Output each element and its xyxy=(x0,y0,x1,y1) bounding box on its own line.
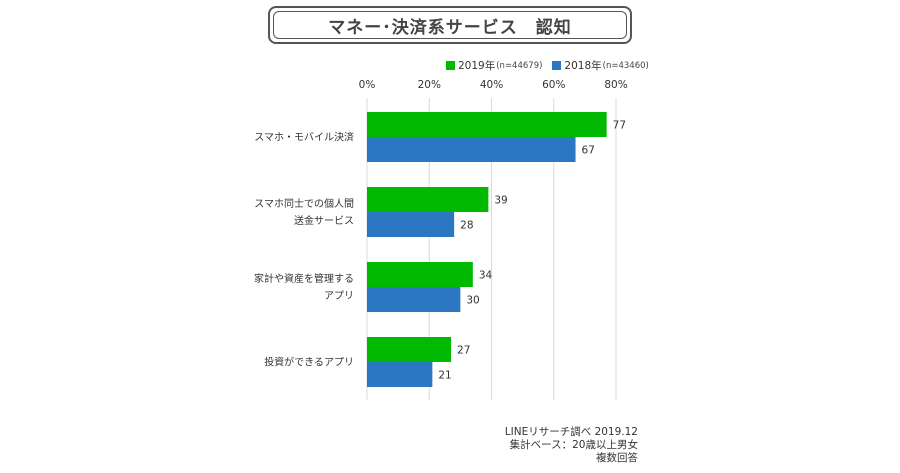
bar xyxy=(367,212,455,237)
legend-note-2018: (n=43460) xyxy=(602,60,649,71)
legend-item-2019: 2019年 (n=44679) xyxy=(446,58,542,73)
bar xyxy=(367,287,461,312)
bar-value-label: 67 xyxy=(582,145,595,157)
legend: 2019年 (n=44679) 2018年 (n=43460) xyxy=(446,58,659,73)
bar-value-label: 28 xyxy=(460,220,473,232)
bar xyxy=(367,112,607,137)
source-line-3: 複数回答 xyxy=(596,452,638,464)
legend-swatch-2019 xyxy=(446,61,455,70)
source-line-1: LINEリサーチ調べ 2019.12 xyxy=(504,426,638,438)
bar xyxy=(367,337,452,362)
legend-note-2019: (n=44679) xyxy=(496,60,543,71)
bar xyxy=(367,187,489,212)
bar-value-label: 77 xyxy=(613,120,626,132)
x-tick-label: 20% xyxy=(418,79,441,91)
category-label: スマホ・モバイル決済 xyxy=(254,131,354,144)
source-note: LINEリサーチ調べ 2019.12 集計ベース：20歳以上男女 複数回答 xyxy=(505,426,638,465)
bar xyxy=(367,137,576,162)
category-label: 送金サービス xyxy=(294,214,354,227)
bar-value-label: 21 xyxy=(438,370,451,382)
x-tick-label: 60% xyxy=(542,79,565,91)
bar-value-label: 34 xyxy=(479,270,493,282)
legend-swatch-2018 xyxy=(552,61,562,70)
category-label: 家計や資産を管理する xyxy=(254,272,354,285)
bar xyxy=(367,362,433,387)
bar-value-label: 39 xyxy=(494,195,507,207)
category-label: スマホ同士での個人間 xyxy=(254,197,354,210)
x-tick-label: 80% xyxy=(604,79,627,91)
x-tick-label: 40% xyxy=(480,79,503,91)
legend-label-2019: 2019年 xyxy=(458,60,496,72)
legend-label-2018: 2018年 xyxy=(564,60,602,72)
category-label: アプリ xyxy=(324,290,354,302)
chart-title-box: マネー･決済系サービス 認知 xyxy=(268,6,632,44)
bar xyxy=(367,262,473,287)
source-line-2: 集計ベース：20歳以上男女 xyxy=(509,439,638,451)
bar-value-label: 30 xyxy=(466,295,479,307)
x-tick-label: 0% xyxy=(359,79,376,91)
category-label: 投資ができるアプリ xyxy=(264,356,354,369)
bar-value-label: 27 xyxy=(457,345,470,357)
legend-item-2018: 2018年 (n=43460) xyxy=(552,58,649,73)
